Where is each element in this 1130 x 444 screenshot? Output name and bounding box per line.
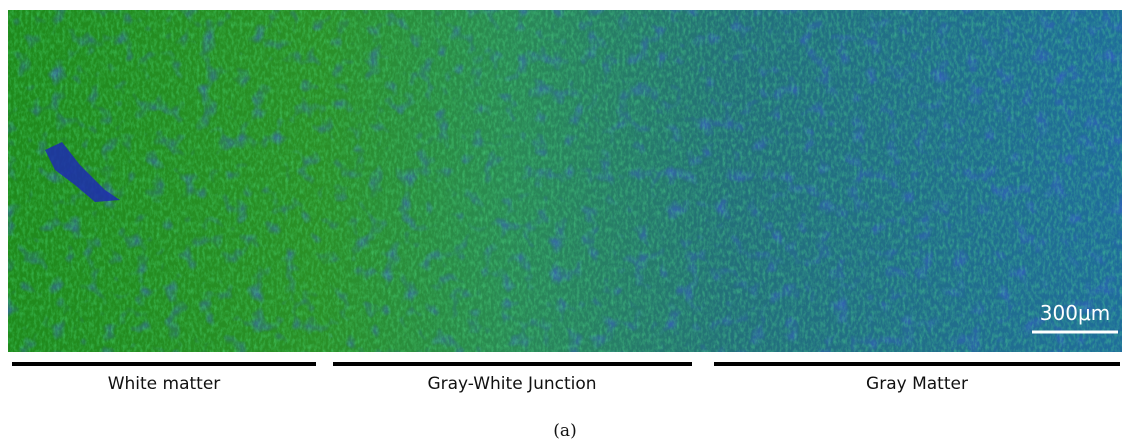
micrograph: 300μm [8, 10, 1122, 352]
caption: (a) [553, 421, 576, 441]
region-label: Gray Matter [866, 374, 968, 394]
vessel [45, 142, 120, 202]
tissue-fiber-texture [8, 10, 1122, 352]
region-label: Gray-White Junction [427, 374, 596, 394]
scale-bar-label: 300μm [1040, 301, 1110, 325]
region-label: White matter [108, 374, 221, 394]
